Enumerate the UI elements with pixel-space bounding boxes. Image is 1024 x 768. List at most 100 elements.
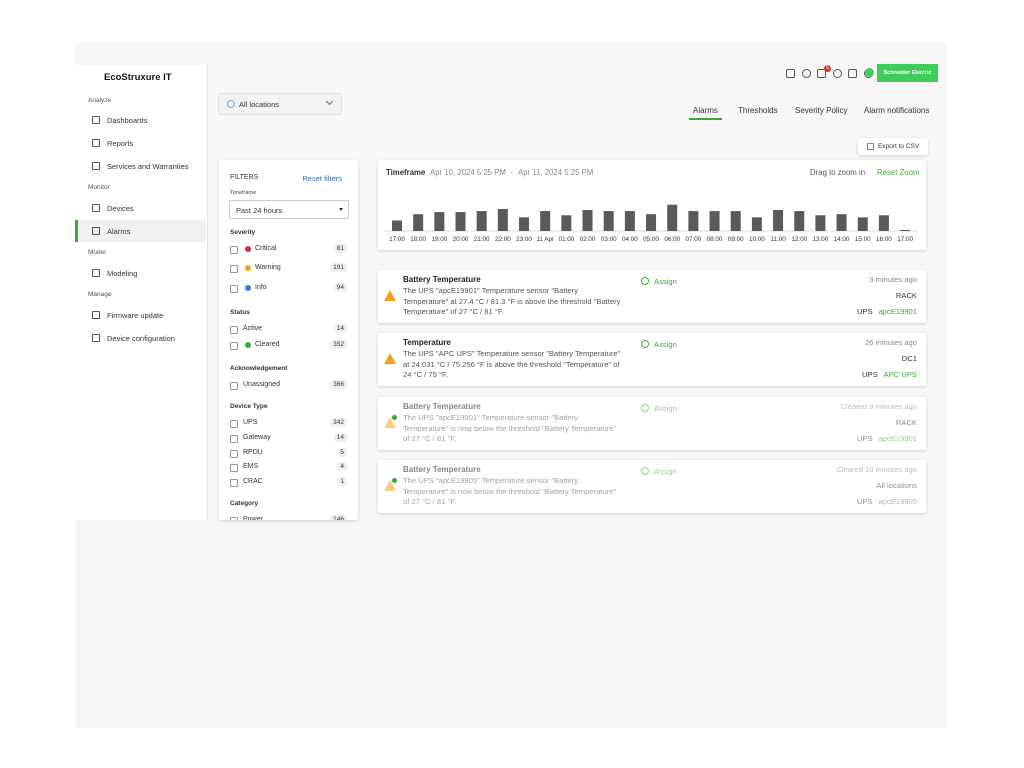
- bar: [794, 211, 805, 231]
- brand: EcoStruxure IT: [104, 72, 172, 83]
- tab[interactable]: Alarm notifications: [864, 106, 930, 115]
- checkbox[interactable]: [230, 479, 238, 488]
- x-tick-label: 19:00: [431, 236, 447, 243]
- filter-label: CRAC: [243, 478, 263, 486]
- timeline-card: Timeframe Apr 10, 2024 5:25 PM - Apr 11,…: [378, 160, 926, 250]
- x-tick-label: 14:00: [834, 236, 850, 243]
- status-dot: [865, 68, 874, 77]
- checkbox[interactable]: [230, 265, 238, 274]
- sidebar-section: Model: [88, 249, 106, 256]
- severity-icon: [245, 342, 251, 348]
- checkbox[interactable]: [230, 284, 238, 293]
- assign-icon: [641, 404, 649, 412]
- x-tick-label: 03:00: [601, 236, 617, 243]
- filter-label: EMS: [243, 463, 259, 471]
- filter-label: Critical: [255, 245, 277, 252]
- menu-item[interactable]: Reports: [107, 139, 134, 148]
- company-logo[interactable]: Schneider Electric: [877, 64, 938, 82]
- alarm-card[interactable]: Battery Temperature The UPS "apcE19905" T…: [378, 460, 926, 513]
- toolbar-icon[interactable]: [817, 69, 826, 78]
- assign-button[interactable]: Assign: [654, 467, 677, 476]
- alarm-location: DC1: [901, 354, 917, 363]
- alarm-title: Temperature: [403, 338, 451, 347]
- filter-label: Info: [255, 283, 267, 291]
- checkbox[interactable]: [230, 382, 238, 390]
- export-button[interactable]: Export to CSV: [858, 138, 928, 155]
- toolbar-icon[interactable]: [848, 69, 857, 78]
- checkbox[interactable]: [230, 517, 238, 520]
- checkbox[interactable]: [230, 342, 238, 350]
- bar: [561, 215, 572, 231]
- menu-item[interactable]: Alarms: [107, 227, 131, 236]
- reset-filters[interactable]: Reset filters: [302, 174, 342, 183]
- filter-count: 191: [330, 263, 347, 273]
- bar: [497, 208, 508, 231]
- notification-badge: 5: [824, 65, 831, 72]
- menu-item[interactable]: Devices: [107, 204, 134, 213]
- x-tick-label: 23:00: [516, 236, 532, 243]
- assign-button[interactable]: Assign: [654, 277, 677, 286]
- x-tick-label: 01:00: [558, 236, 574, 243]
- alarm-card[interactable]: Temperature The UPS "APC UPS" Temperature…: [378, 333, 926, 386]
- filter-count: 1: [337, 477, 347, 487]
- alarm-time: 3 minutes ago: [869, 275, 917, 284]
- alarm-description: The UPS "apcE19901" Temperature sensor "…: [403, 286, 621, 317]
- device-link[interactable]: apcE19905: [878, 497, 917, 506]
- tab[interactable]: Thresholds: [738, 106, 778, 115]
- sidebar: [75, 65, 208, 520]
- toolbar-icon[interactable]: [832, 69, 842, 78]
- filter-count: 366: [330, 380, 347, 389]
- x-tick-label: 04:00: [622, 236, 638, 243]
- device-link[interactable]: APC UPS: [883, 370, 917, 379]
- bar: [540, 211, 551, 231]
- menu-item[interactable]: Dashboards: [107, 116, 148, 125]
- checkbox[interactable]: [230, 449, 238, 458]
- cleared-dot: [392, 415, 397, 420]
- x-tick-label: 12:00: [791, 236, 807, 243]
- filter-count: 94: [333, 282, 347, 292]
- menu-item[interactable]: Firmware update: [107, 311, 164, 320]
- x-tick-label: 17:00: [897, 236, 913, 243]
- device-link[interactable]: apcE19901: [878, 434, 917, 443]
- x-tick-label: 18:00: [410, 236, 426, 243]
- bar: [603, 211, 614, 231]
- assign-button[interactable]: Assign: [654, 404, 677, 413]
- assign-button[interactable]: Assign: [654, 340, 677, 349]
- tab[interactable]: Severity Policy: [795, 106, 848, 115]
- device-path: UPS apcE19901: [857, 307, 917, 316]
- alarm-description: The UPS "apcE19905" Temperature sensor "…: [403, 476, 617, 507]
- severity-icon: [384, 417, 396, 428]
- checkbox[interactable]: [230, 246, 238, 254]
- checkbox[interactable]: [230, 434, 238, 443]
- tab[interactable]: Alarms: [693, 106, 718, 115]
- device-type: UPS: [862, 370, 878, 379]
- location-selector[interactable]: All locations: [219, 94, 341, 114]
- timeline-start: Apr 10, 2024 5:25 PM: [430, 168, 506, 177]
- checkbox[interactable]: [230, 464, 238, 473]
- globe-icon: [227, 100, 235, 108]
- menu-item[interactable]: Services and Warranties: [107, 162, 189, 171]
- menu-item[interactable]: Device configuration: [107, 334, 175, 343]
- device-link[interactable]: apcE19901: [878, 307, 917, 316]
- timeframe-select[interactable]: Past 24 hours: [229, 200, 349, 219]
- bar: [519, 217, 530, 231]
- filter-label: Unassigned: [243, 381, 280, 388]
- checkbox[interactable]: [230, 420, 238, 428]
- tab-underline: [689, 118, 722, 120]
- menu-item[interactable]: Modeling: [107, 269, 138, 278]
- device-path: UPS APC UPS: [862, 370, 917, 379]
- timeline-chart: 17:00 18:00 19:00 20:00 21:00 22:00 23:00 11 Ap…: [384, 204, 918, 243]
- toolbar-icon[interactable]: [801, 69, 811, 78]
- x-tick-label: 16:00: [876, 236, 892, 243]
- alarm-card[interactable]: Battery Temperature The UPS "apcE19901" T…: [378, 397, 926, 450]
- x-tick-label: 11 Apr: [536, 236, 554, 243]
- alarm-card[interactable]: Battery Temperature The UPS "apcE19901" T…: [378, 270, 926, 323]
- reset-zoom[interactable]: Reset Zoom: [877, 168, 920, 177]
- checkbox[interactable]: [230, 326, 238, 334]
- bar: [434, 212, 445, 231]
- device-path: UPS apcE19901: [857, 434, 917, 443]
- severity-icon: [245, 246, 251, 252]
- toolbar-icon[interactable]: [786, 69, 795, 78]
- dropdown-arrow: [339, 208, 343, 211]
